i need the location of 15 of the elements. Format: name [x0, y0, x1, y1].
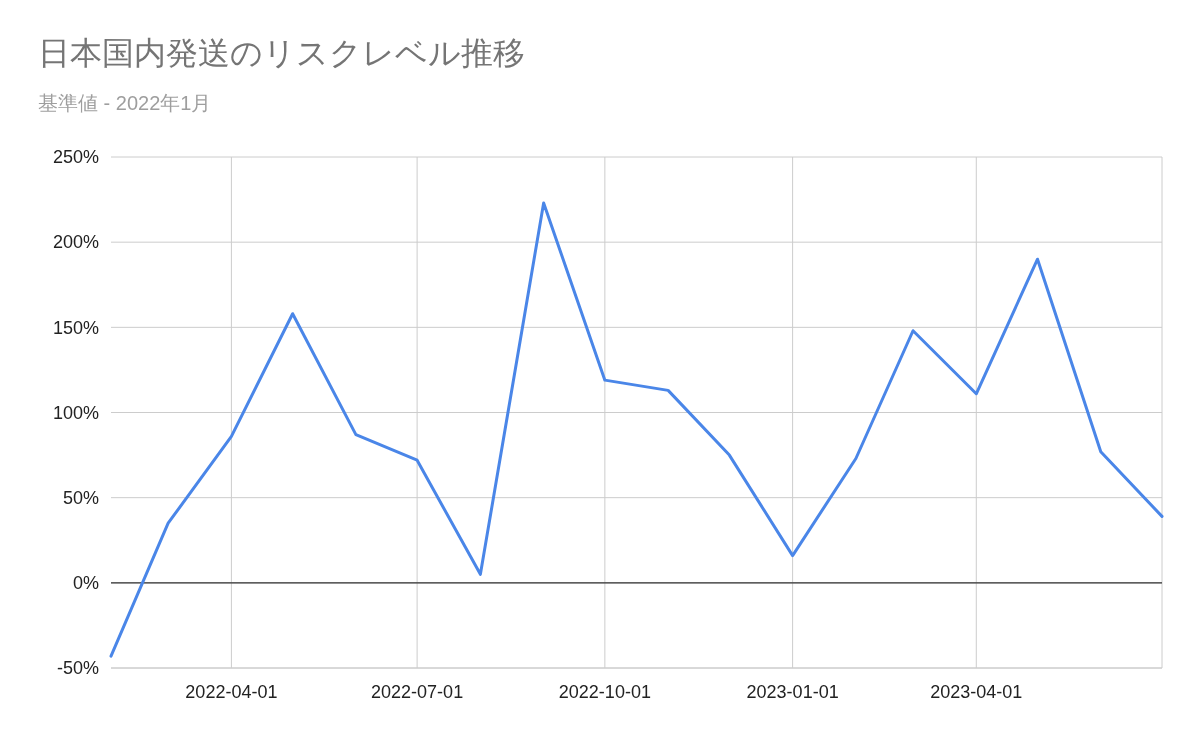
x-tick-label: 2022-07-01: [371, 682, 464, 702]
chart-title: 日本国内発送のリスクレベル推移: [38, 35, 525, 71]
chart-subtitle: 基準値 - 2022年1月: [38, 92, 212, 114]
y-tick-label: 100%: [52, 402, 99, 423]
y-tick-label: -50%: [56, 658, 99, 679]
x-tick-label: 2022-04-01: [185, 682, 278, 702]
x-tick-label: 2023-04-01: [930, 682, 1023, 702]
y-tick-label: 50%: [62, 487, 99, 508]
x-tick-label: 2022-10-01: [558, 682, 651, 702]
x-tick-label: 2023-01-01: [746, 682, 839, 702]
y-tick-label: 250%: [52, 147, 99, 168]
line-series: [109, 201, 1164, 658]
y-tick-label: 150%: [52, 317, 99, 338]
y-tick-label: 0%: [72, 573, 99, 594]
y-tick-label: 200%: [52, 232, 99, 253]
